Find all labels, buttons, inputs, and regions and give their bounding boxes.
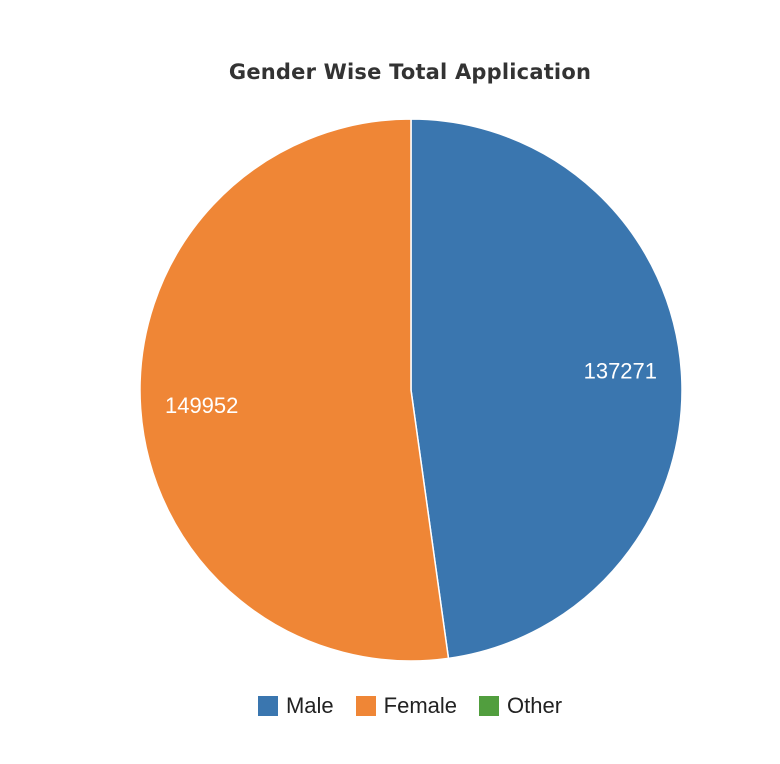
pie-slice-male[interactable] — [410, 118, 683, 660]
legend: Male Female Other — [0, 693, 780, 719]
pie-label-female: 149952 — [165, 393, 238, 418]
legend-label-other: Other — [507, 693, 563, 718]
legend-label-male: Male — [285, 693, 334, 718]
legend-item-female[interactable]: Female — [355, 693, 457, 719]
pie-chart: 137271 149952 — [139, 118, 683, 662]
pie-slice-female[interactable] — [139, 118, 450, 662]
legend-swatch-male — [257, 696, 278, 716]
legend-item-other[interactable]: Other — [479, 693, 562, 719]
legend-label-female: Female — [383, 693, 457, 718]
pie-label-male: 137271 — [584, 359, 657, 384]
legend-item-male[interactable]: Male — [257, 693, 334, 719]
chart-title: Gender Wise Total Application — [228, 60, 592, 84]
legend-swatch-female — [355, 696, 376, 716]
legend-swatch-other — [479, 696, 499, 716]
